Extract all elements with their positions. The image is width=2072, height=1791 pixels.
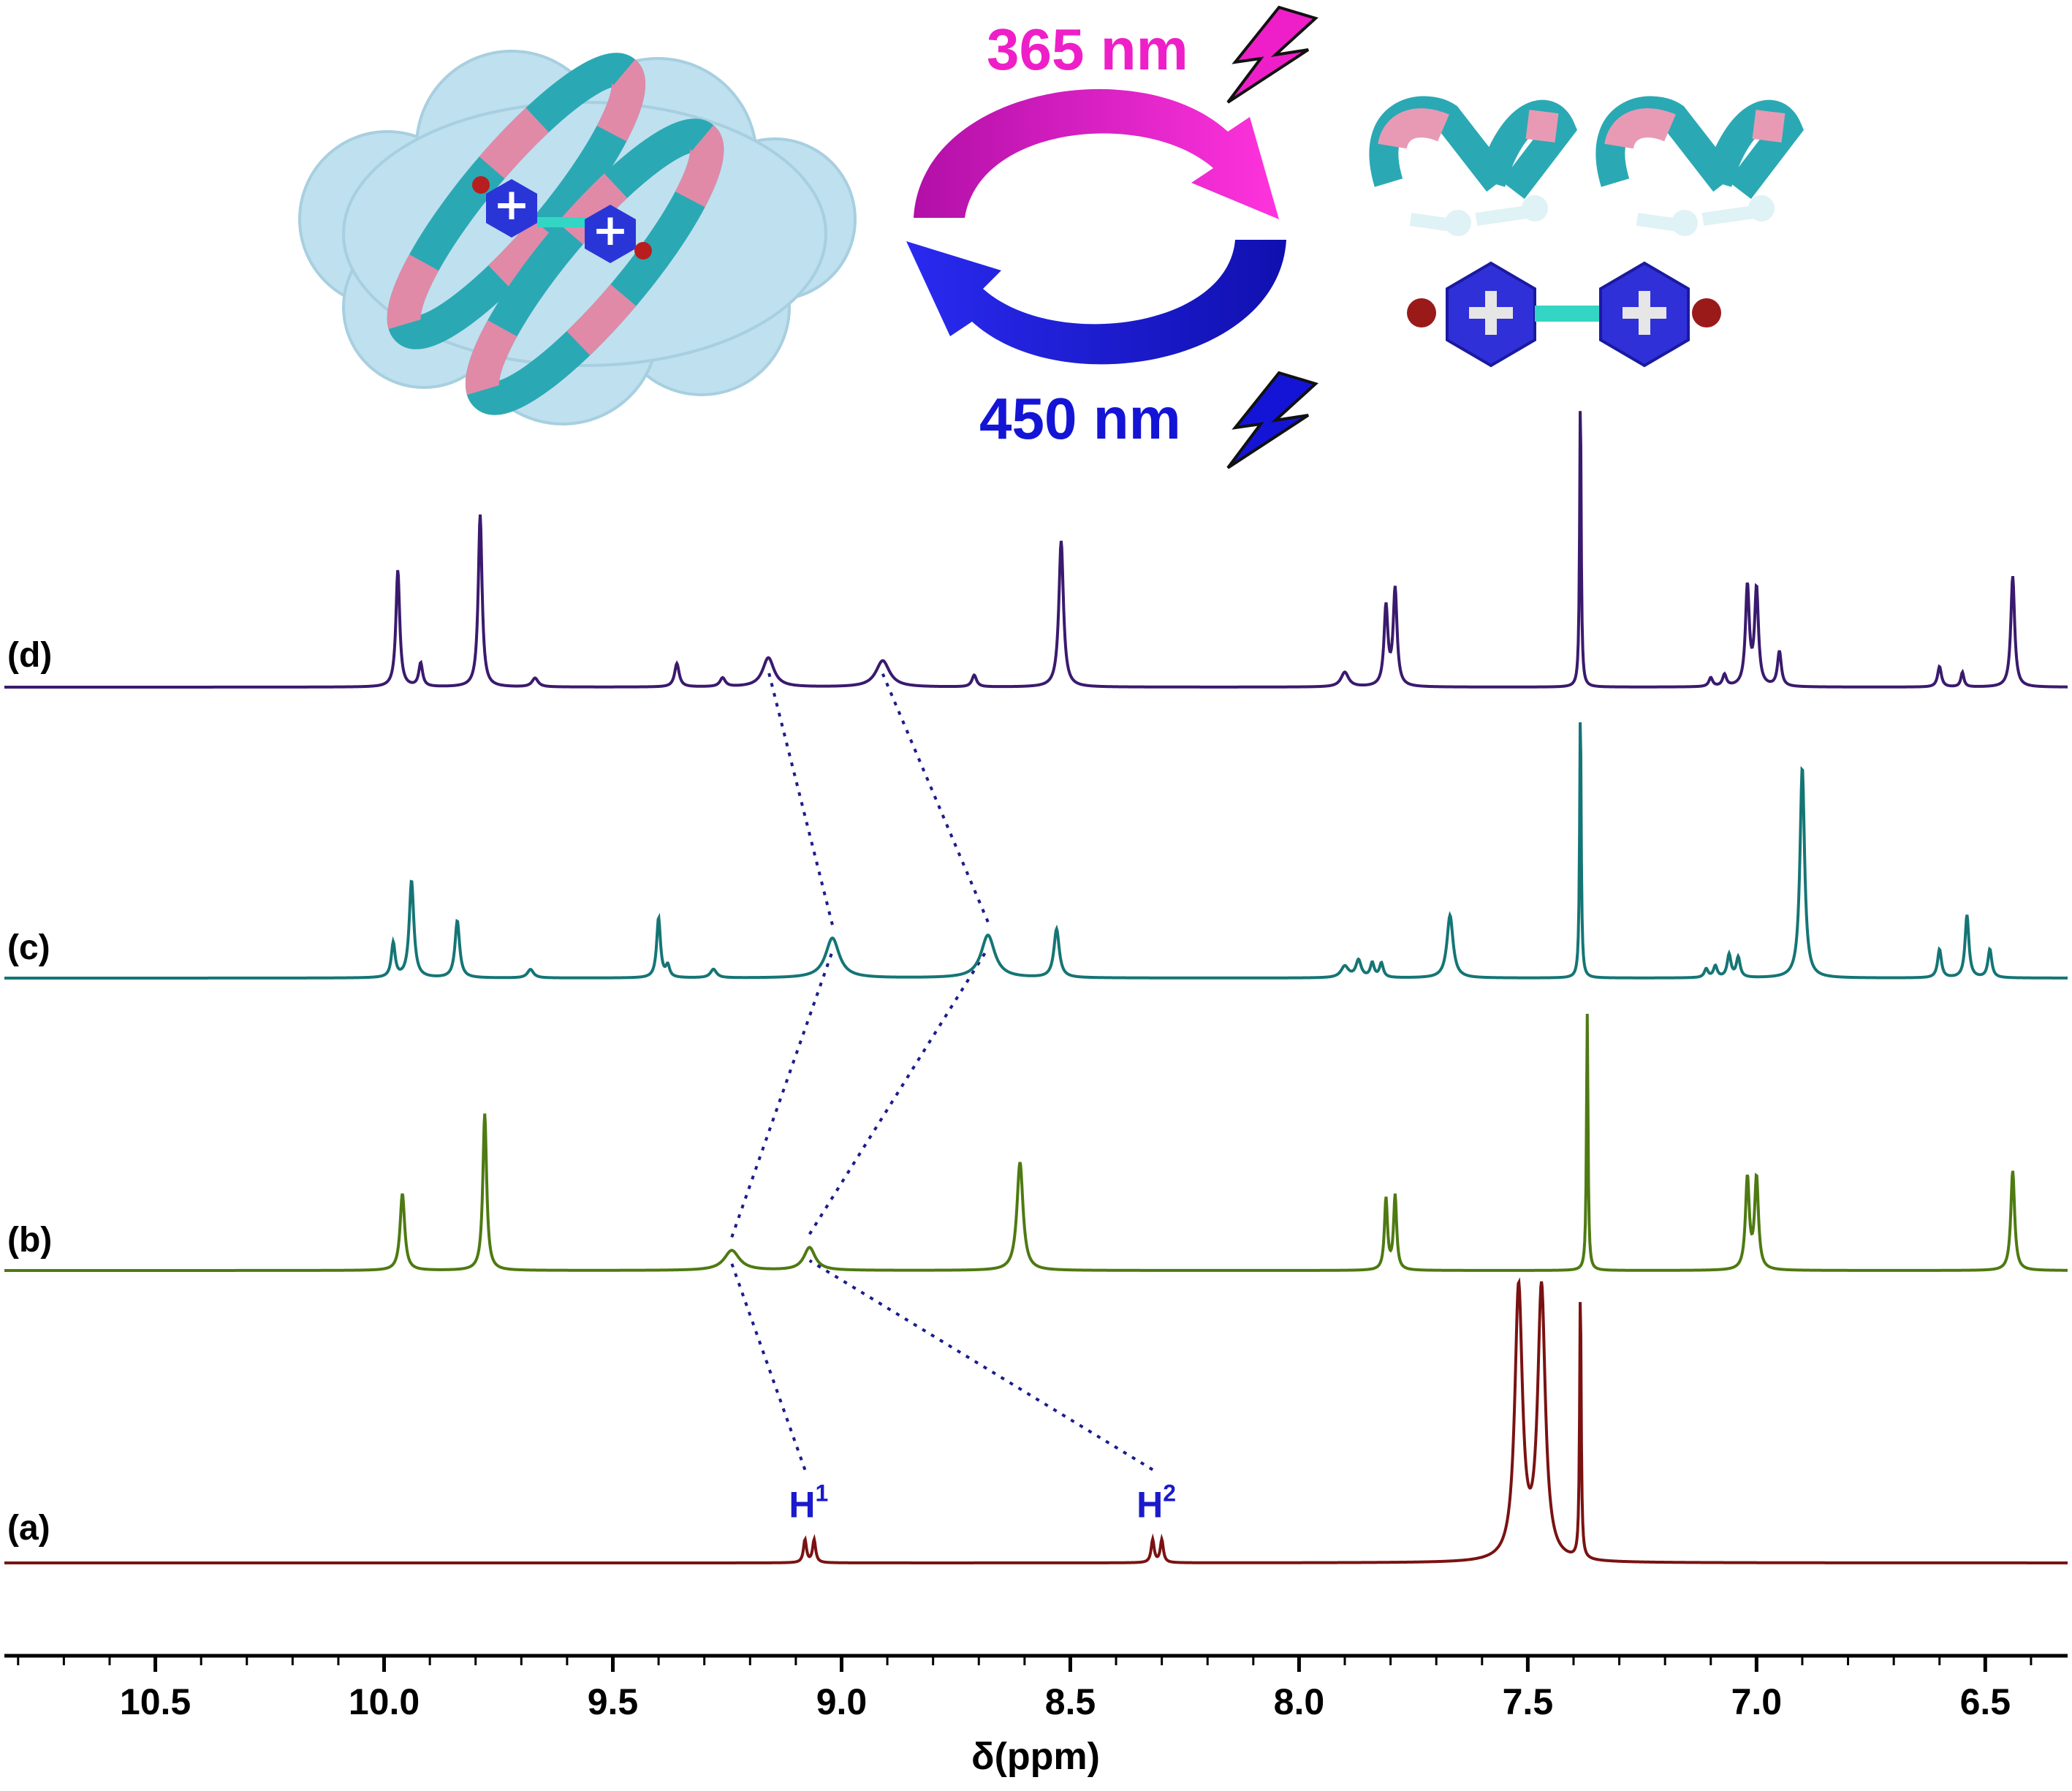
disassembled-illustration [1369,96,1804,368]
nmr-plot: (a) (b) (c) (d) H1 H2 10.5 10.0 9.5 9.0 8.5 8.0 7.… [4,411,2068,1778]
x-tick-label: 7.0 [1731,1681,1783,1722]
x-axis-title: δ(ppm) [971,1735,1100,1778]
svg-text:+: + [493,179,530,230]
aggregate-cloud-illustration: + + [298,50,857,425]
x-tick-label: 6.5 [1960,1681,2011,1722]
correlation-line [730,1262,807,1471]
trace-label-a: (a) [7,1509,50,1548]
x-tick-label: 10.5 [120,1681,191,1722]
spectrum-trace-c [4,722,2068,980]
trace-label-b: (b) [7,1221,52,1260]
scheme: + + 365 nm 450 nm [298,5,1804,469]
viologen-guest [1407,261,1721,368]
spectrum-trace-a [4,1277,2068,1564]
x-axis: 10.5 10.0 9.5 9.0 8.5 8.0 7.5 7.0 6.5 δ(ppm) [4,1654,2068,1778]
correlation-line [730,950,834,1238]
correlation-line [808,1259,1154,1472]
forward-arrow [914,88,1279,219]
spectrum-trace-b [4,1013,2068,1272]
reverse-arrow [906,240,1286,365]
x-tick-label: 9.5 [588,1681,639,1722]
trace-label-c: (c) [7,928,50,967]
spectrum-traces [4,411,2068,1564]
correlation-line [767,670,834,925]
x-axis-ticks: 10.5 10.0 9.5 9.0 8.5 8.0 7.5 7.0 6.5 [17,1656,2033,1722]
peak-label-H1: H1 [789,1480,828,1526]
wavelength-365-label: 365 nm [987,17,1188,82]
lightning-magenta-icon [1226,5,1318,104]
spectrum-trace-d [4,411,2068,689]
correlation-lines [730,670,1154,1472]
svg-text:+: + [592,205,629,256]
trace-label-d: (d) [7,636,52,675]
x-tick-label: 8.0 [1274,1681,1325,1722]
correlation-line [808,947,990,1235]
x-tick-label: 10.0 [349,1681,420,1722]
x-tick-label: 9.0 [816,1681,868,1722]
photo-switch-cycle: 365 nm 450 nm [906,5,1318,469]
x-tick-label: 7.5 [1503,1681,1554,1722]
x-tick-label: 8.5 [1045,1681,1096,1722]
correlation-line [881,673,990,923]
wavelength-450-label: 450 nm [979,386,1181,451]
peak-label-H2: H2 [1136,1480,1176,1525]
peak-annotations: H1 H2 [789,1480,1176,1525]
lightning-blue-icon [1226,371,1318,469]
trace-labels: (a) (b) (c) (d) [7,636,52,1548]
